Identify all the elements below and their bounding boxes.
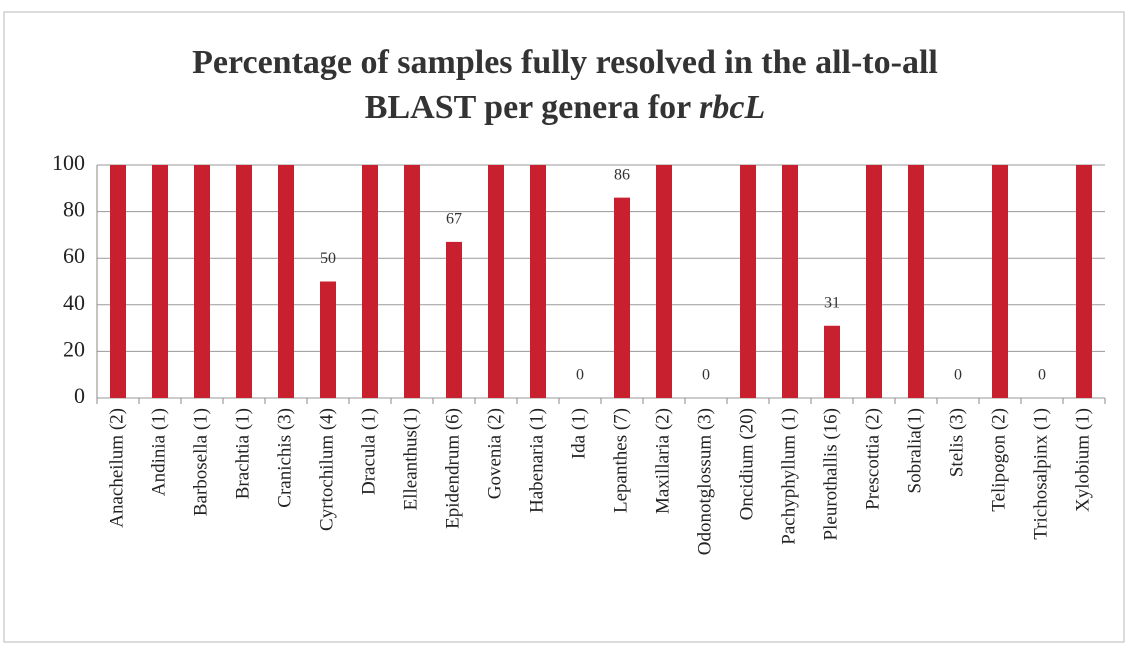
x-tick-label: Sobralia(1)	[904, 408, 925, 493]
x-tick-label: Ida (1)	[568, 408, 589, 459]
x-tick-label: Elleanthus(1)	[400, 408, 421, 510]
bar	[992, 165, 1008, 398]
bar	[404, 165, 420, 398]
bar	[740, 165, 756, 398]
y-tick-label: 40	[63, 290, 85, 315]
value-label: 31	[824, 294, 840, 311]
bar	[194, 165, 210, 398]
x-tick-label: Govenia (2)	[484, 408, 505, 499]
x-tick-label: Stelis (3)	[946, 408, 967, 477]
y-tick-label: 100	[52, 150, 85, 175]
chart-title: Percentage of samples fully resolved in …	[192, 44, 938, 81]
bar	[278, 165, 294, 398]
y-tick-label: 20	[63, 336, 85, 361]
chart-title: BLAST per genera for	[365, 89, 691, 126]
bar	[908, 165, 924, 398]
x-tick-label: Xylobium (1)	[1072, 408, 1093, 512]
bar	[1076, 165, 1092, 398]
bar	[866, 165, 882, 398]
chart-frame	[3, 11, 1125, 643]
bar	[488, 165, 504, 398]
x-tick-label: Prescottia (2)	[862, 408, 883, 510]
bar	[614, 197, 630, 398]
y-tick-label: 80	[63, 197, 85, 222]
bar	[656, 165, 672, 398]
bar	[446, 241, 462, 398]
bar	[362, 165, 378, 398]
x-tick-label: Barbosella (1)	[190, 408, 211, 516]
value-label: 0	[1038, 367, 1046, 384]
chart-title-italic: rbcL	[699, 89, 765, 126]
value-label: 50	[320, 250, 336, 267]
x-tick-label: Andinia (1)	[148, 408, 169, 496]
bar	[824, 325, 840, 398]
x-tick-label: Cranichis (3)	[274, 408, 295, 508]
value-label: 86	[614, 166, 630, 183]
x-tick-label: Telipogon (2)	[988, 408, 1009, 512]
x-tick-label: Oncidium (20)	[736, 408, 757, 520]
x-tick-label: Odonotglossum (3)	[694, 408, 715, 555]
chart-title: BLAST per genera for rbcL	[365, 89, 765, 126]
value-label: 0	[702, 367, 710, 384]
x-tick-label: Pachyphyllum (1)	[778, 408, 799, 545]
y-tick-label: 60	[63, 243, 85, 268]
x-tick-label: Trichosalpinx (1)	[1030, 408, 1051, 540]
x-tick-label: Maxillaria (2)	[652, 408, 673, 514]
value-label: 0	[954, 367, 962, 384]
bar	[152, 165, 168, 398]
x-tick-label: Epidendrum (6)	[442, 408, 463, 529]
x-tick-label: Dracula (1)	[358, 408, 379, 495]
bar	[320, 281, 336, 398]
x-tick-label: Anacheilum (2)	[106, 408, 127, 528]
x-tick-label: Pleurothallis (16)	[820, 408, 841, 540]
bar	[110, 165, 126, 398]
bar	[782, 165, 798, 398]
y-tick-label: 0	[74, 383, 85, 408]
bar	[236, 165, 252, 398]
bar	[530, 165, 546, 398]
x-tick-label: Lepanthes (7)	[610, 408, 631, 513]
value-label: 0	[576, 367, 584, 384]
value-label: 67	[446, 211, 462, 228]
x-tick-label: Brachtia (1)	[232, 408, 253, 499]
x-tick-label: Cyrtochilum (4)	[316, 408, 337, 531]
x-tick-label: Habenaria (1)	[526, 408, 547, 513]
